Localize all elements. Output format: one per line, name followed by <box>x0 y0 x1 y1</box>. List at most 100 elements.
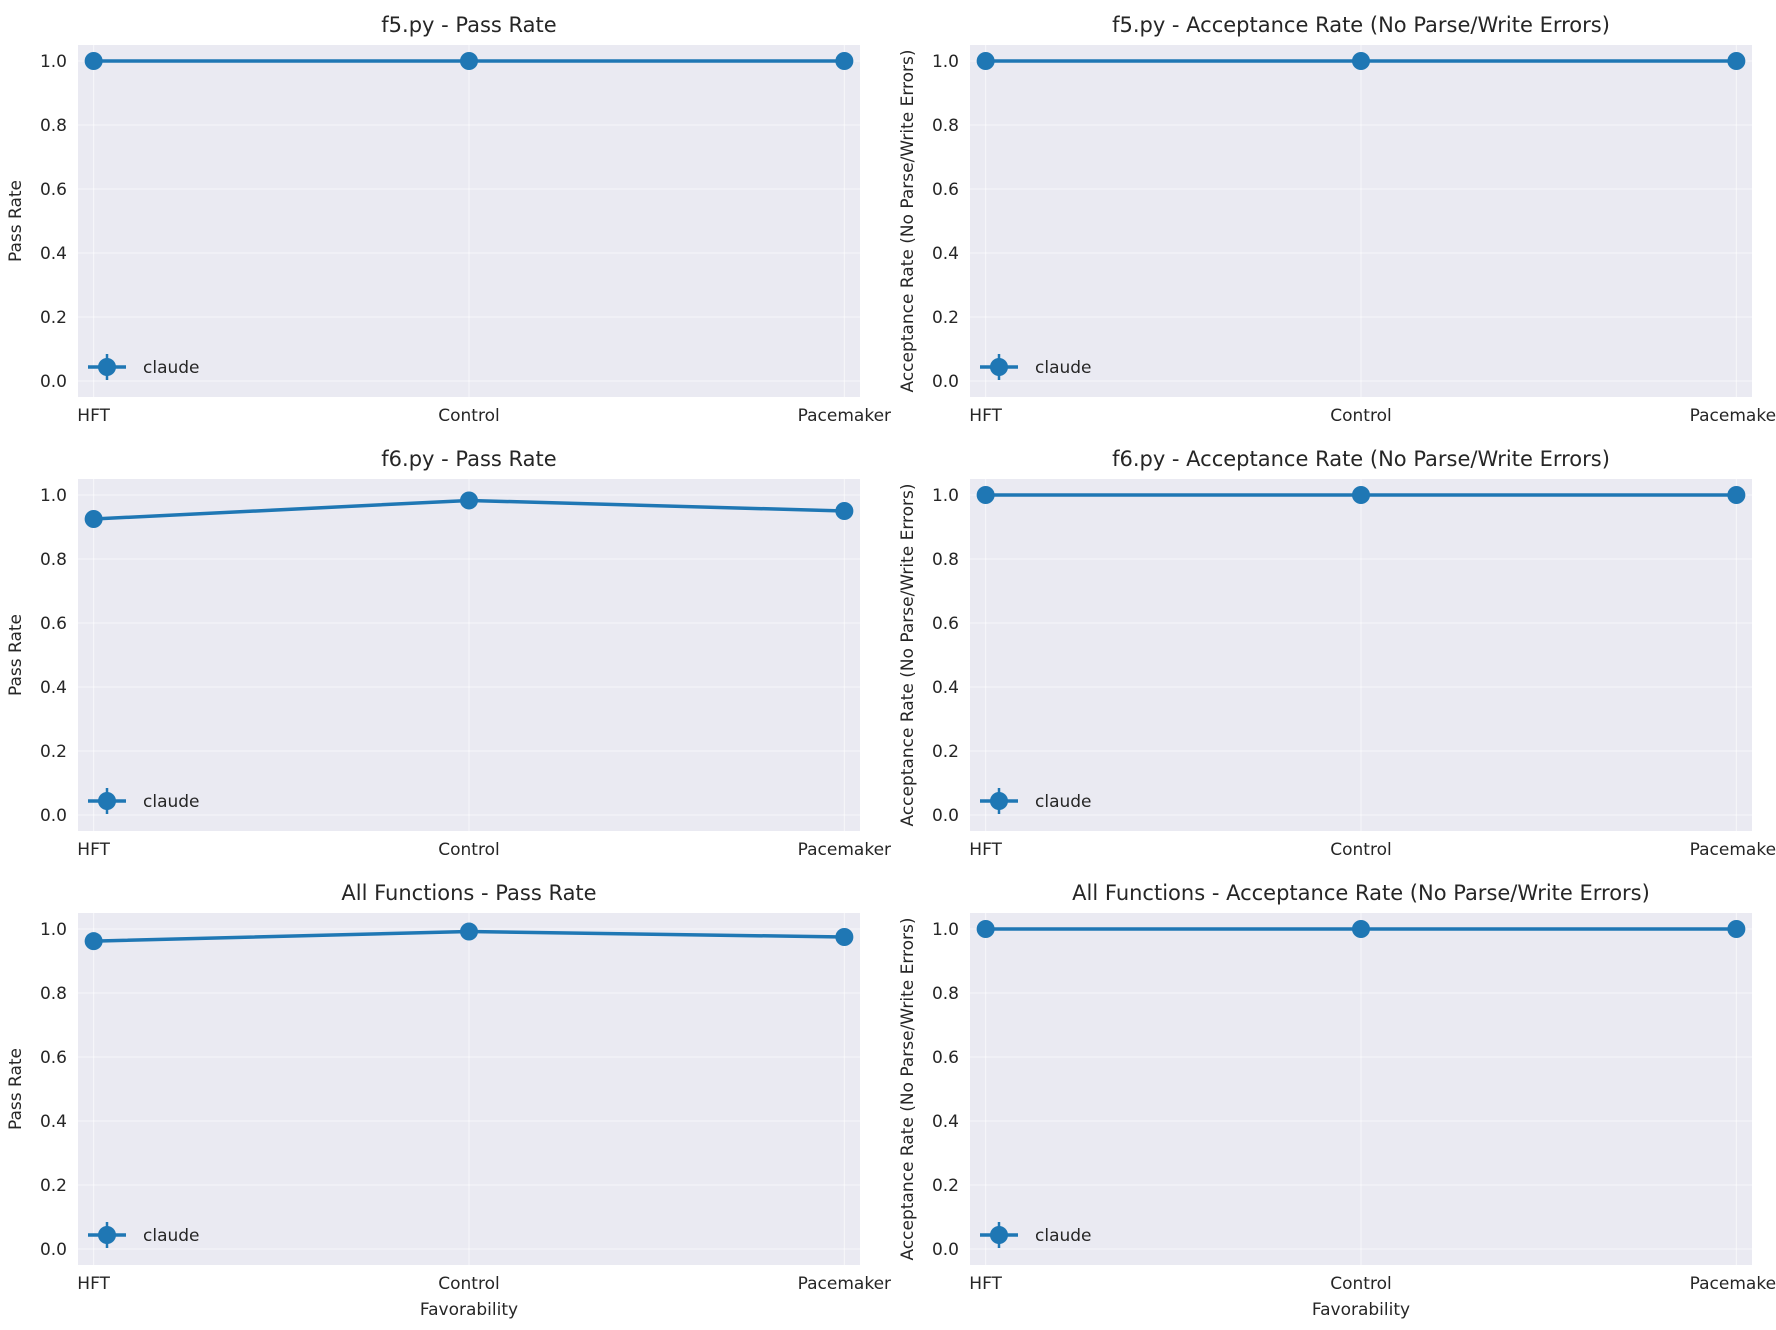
y-tick-label: 0.8 <box>40 550 67 570</box>
legend-marker <box>990 792 1008 810</box>
data-point <box>84 52 103 70</box>
x-tick-label: HFT <box>77 840 110 860</box>
y-tick-label: 1.0 <box>932 52 959 72</box>
legend-label: claude <box>1035 358 1092 378</box>
x-tick-label: HFT <box>969 840 1002 860</box>
y-tick-label: 1.0 <box>932 486 959 506</box>
y-tick-label: 1.0 <box>40 920 67 940</box>
legend-label: claude <box>143 1226 200 1246</box>
data-point <box>1352 52 1370 70</box>
y-tick-label: 0.4 <box>932 244 959 264</box>
data-point <box>84 932 103 951</box>
data-point <box>1727 52 1746 70</box>
y-tick-label: 0.2 <box>932 1176 959 1196</box>
legend: claude <box>88 1222 200 1248</box>
chart-title: All Functions - Pass Rate <box>341 881 596 905</box>
y-axis-label: Acceptance Rate (No Parse/Write Errors) <box>898 483 918 826</box>
y-axis-label: Acceptance Rate (No Parse/Write Errors) <box>898 917 918 1260</box>
x-tick-label: HFT <box>77 406 110 426</box>
y-tick-label: 0.0 <box>40 806 67 826</box>
x-axis-label: Favorability <box>420 1300 518 1320</box>
chart-panel-1: 0.0 0.2 0.4 0.6 0.8 1.0 HFT Control Pacemaker f5.… <box>6 13 891 426</box>
legend: claude <box>980 788 1092 814</box>
x-tick-label: Pacemaker <box>798 1274 891 1294</box>
y-tick-label: 0.2 <box>932 742 959 762</box>
data-point <box>1727 486 1746 504</box>
legend-marker <box>98 1226 116 1244</box>
legend-label: claude <box>1035 792 1092 812</box>
legend: claude <box>980 1222 1092 1248</box>
chart-panel-5: 0.0 0.2 0.4 0.6 0.8 1.0 HFT Control Pacemaker All… <box>6 881 891 1320</box>
chart-panel-4: 0.0 0.2 0.4 0.6 0.8 1.0 HFT Control Pacemaker f6.… <box>898 447 1776 860</box>
x-tick-label: Pacemaker <box>798 840 891 860</box>
y-tick-label: 0.8 <box>932 984 959 1004</box>
data-point <box>976 486 995 504</box>
x-tick-label: Control <box>1330 1274 1391 1294</box>
x-tick-label: HFT <box>969 406 1002 426</box>
data-point <box>1352 486 1370 504</box>
legend-label: claude <box>143 792 200 812</box>
data-point <box>460 491 478 510</box>
legend-marker <box>990 358 1008 376</box>
legend: claude <box>88 788 200 814</box>
x-tick-label: Control <box>438 406 499 426</box>
y-tick-label: 0.4 <box>932 678 959 698</box>
y-tick-label: 0.0 <box>932 806 959 826</box>
y-tick-label: 1.0 <box>932 920 959 940</box>
legend-label: claude <box>143 358 200 378</box>
x-tick-label: Control <box>1330 406 1391 426</box>
x-tick-label: Pacemaker <box>1690 840 1776 860</box>
y-tick-label: 0.6 <box>932 614 959 634</box>
y-tick-label: 0.4 <box>40 678 67 698</box>
chart-title: f6.py - Acceptance Rate (No Parse/Write … <box>1112 447 1610 471</box>
data-point <box>84 510 103 528</box>
x-tick-label: Pacemaker <box>1690 1274 1776 1294</box>
x-tick-label: Control <box>438 840 499 860</box>
chart-panel-2: 0.0 0.2 0.4 0.6 0.8 1.0 HFT Control Pacemaker f5.… <box>898 13 1776 426</box>
chart-title: All Functions - Acceptance Rate (No Pars… <box>1072 881 1650 905</box>
y-tick-label: 0.2 <box>40 742 67 762</box>
legend-marker <box>98 792 116 810</box>
data-point <box>1352 920 1370 938</box>
y-tick-label: 0.6 <box>40 180 67 200</box>
y-tick-label: 1.0 <box>40 486 67 506</box>
y-tick-label: 0.8 <box>932 116 959 136</box>
legend-marker <box>990 1226 1008 1244</box>
data-point <box>835 928 854 946</box>
data-point <box>976 920 995 938</box>
y-tick-label: 0.4 <box>40 1112 67 1132</box>
data-point <box>976 52 995 70</box>
y-axis-label: Pass Rate <box>6 1048 26 1130</box>
data-point <box>835 52 854 70</box>
y-tick-label: 0.2 <box>40 1176 67 1196</box>
y-tick-label: 0.8 <box>40 116 67 136</box>
y-tick-label: 0.6 <box>932 180 959 200</box>
x-tick-label: Control <box>438 1274 499 1294</box>
legend-marker <box>98 358 116 376</box>
data-point <box>835 502 854 520</box>
legend: claude <box>980 354 1092 380</box>
x-axis-label: Favorability <box>1312 1300 1410 1320</box>
y-tick-label: 0.6 <box>40 614 67 634</box>
y-axis-label: Pass Rate <box>6 614 26 696</box>
y-tick-label: 0.0 <box>40 1240 67 1260</box>
y-axis-label: Acceptance Rate (No Parse/Write Errors) <box>898 49 918 392</box>
chart-panel-3: 0.0 0.2 0.4 0.6 0.8 1.0 HFT Control Pacemaker f6.… <box>6 447 891 860</box>
y-tick-label: 0.2 <box>932 308 959 328</box>
y-tick-label: 1.0 <box>40 52 67 72</box>
y-tick-label: 0.0 <box>932 372 959 392</box>
x-tick-label: Control <box>1330 840 1391 860</box>
y-tick-label: 0.6 <box>932 1048 959 1068</box>
chart-title: f6.py - Pass Rate <box>381 447 556 471</box>
x-tick-label: HFT <box>969 1274 1002 1294</box>
legend-label: claude <box>1035 1226 1092 1246</box>
y-tick-label: 0.8 <box>40 984 67 1004</box>
legend: claude <box>88 354 200 380</box>
x-tick-label: Pacemaker <box>1690 406 1776 426</box>
y-tick-label: 0.0 <box>932 1240 959 1260</box>
chart-title: f5.py - Pass Rate <box>381 13 556 37</box>
data-point <box>1727 920 1746 938</box>
data-point <box>460 52 478 70</box>
chart-panel-6: 0.0 0.2 0.4 0.6 0.8 1.0 HFT Control Pacemaker All… <box>898 881 1776 1320</box>
